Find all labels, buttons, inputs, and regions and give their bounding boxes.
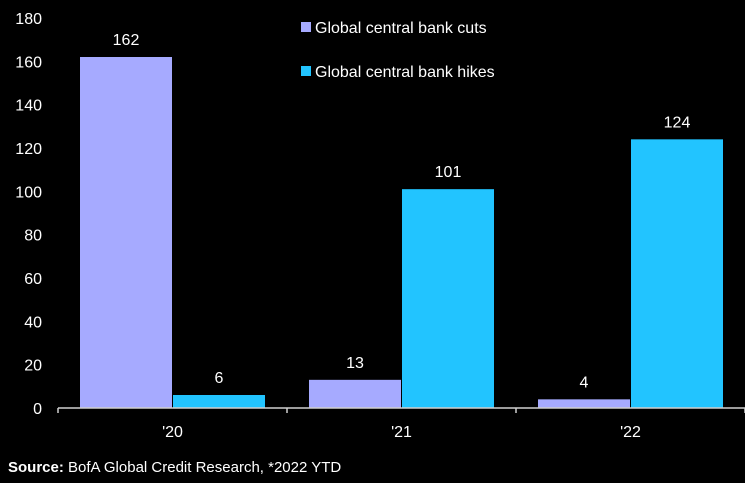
y-tick-label: 180 (15, 11, 42, 28)
bars (80, 57, 723, 409)
y-tick-label: 20 (24, 358, 42, 375)
source-label: Source: (8, 459, 64, 476)
data-label: 6 (215, 370, 224, 387)
data-label: 124 (664, 114, 691, 131)
y-tick-label: 0 (33, 401, 42, 418)
source-text: BofA Global Credit Research, *2022 YTD (68, 459, 342, 476)
y-tick-label: 120 (15, 141, 42, 158)
bar-cuts (309, 379, 401, 408)
y-tick-label: 40 (24, 314, 42, 331)
bar-hikes (631, 139, 723, 409)
data-label: 4 (580, 374, 589, 391)
data-label: 162 (113, 32, 140, 49)
bar-cuts (80, 57, 172, 408)
y-tick-label: 80 (24, 228, 42, 245)
data-labels: 162 6 13 101 4 124 (113, 32, 691, 391)
y-tick-label: 60 (24, 271, 42, 288)
legend-label: Global central bank hikes (315, 64, 495, 81)
bar-hikes (402, 189, 494, 408)
source-note: Source: BofA Global Credit Research, *20… (8, 459, 341, 476)
data-label: 101 (435, 164, 462, 181)
legend-swatch (301, 22, 311, 32)
x-axis: '20 '21 '22 (57, 407, 745, 441)
legend-swatch (301, 66, 311, 76)
legend-label: Global central bank cuts (315, 20, 487, 37)
y-tick-label: 140 (15, 98, 42, 115)
y-tick-label: 160 (15, 54, 42, 71)
data-label: 13 (346, 355, 364, 372)
x-category-label: '22 (620, 424, 641, 441)
bar-cuts (538, 399, 630, 408)
legend: Global central bank cuts Global central b… (301, 20, 495, 81)
x-category-label: '20 (162, 424, 183, 441)
bar-chart: 0 20 40 60 80 100 120 140 160 180 162 6 13 101 4 124 '… (15, 11, 745, 441)
y-tick-label: 100 (15, 184, 42, 201)
bar-hikes (173, 395, 265, 408)
x-category-label: '21 (391, 424, 412, 441)
y-axis: 0 20 40 60 80 100 120 140 160 180 (15, 11, 42, 418)
